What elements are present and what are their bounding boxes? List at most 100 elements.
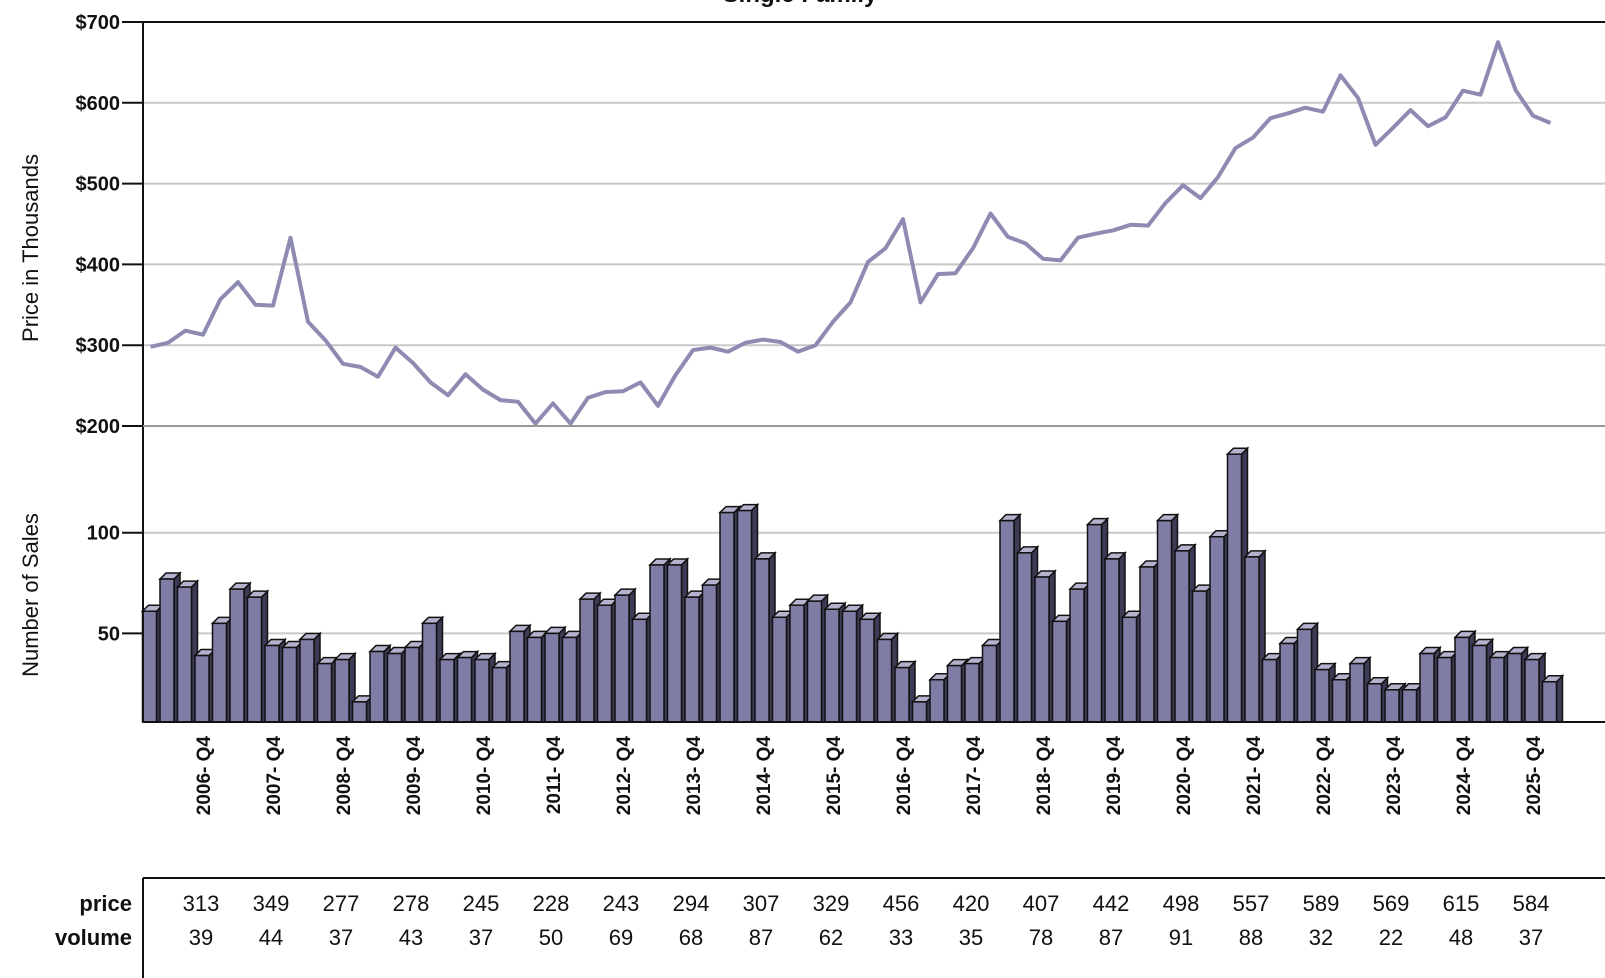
bar xyxy=(876,638,893,723)
table-cell: 420 xyxy=(953,891,990,916)
table-cell: 35 xyxy=(959,925,983,950)
bar xyxy=(1454,636,1470,723)
bar-side xyxy=(1555,673,1564,723)
bar xyxy=(1016,552,1033,723)
bar xyxy=(1541,680,1558,723)
table-cell: 589 xyxy=(1303,891,1340,916)
y-tick-label: $300 xyxy=(76,335,121,357)
table-cell: 78 xyxy=(1029,925,1053,950)
table-cell: 307 xyxy=(743,891,780,916)
table-cell: 22 xyxy=(1379,925,1403,950)
label-layer: $200 $300 $400 $500 $600 $700 50 100 2006- Q4 200… xyxy=(55,12,1549,950)
y-tick-label: $200 xyxy=(76,416,121,438)
x-tick-label: 2009- Q4 xyxy=(404,736,425,816)
bar xyxy=(806,600,823,723)
bar xyxy=(491,666,508,723)
x-tick-label: 2014- Q4 xyxy=(754,736,775,816)
x-tick-label: 2025- Q4 xyxy=(1524,736,1545,816)
x-tick-label: 2010- Q4 xyxy=(474,736,495,816)
bar xyxy=(1349,662,1365,723)
table-cell: 329 xyxy=(813,891,850,916)
table-cell: 69 xyxy=(609,925,633,950)
x-tick-label: 2006- Q4 xyxy=(194,736,215,816)
table-cell: 584 xyxy=(1513,891,1550,916)
table-cell: 43 xyxy=(399,925,423,950)
bar xyxy=(1209,535,1225,723)
bar xyxy=(1174,550,1190,723)
table-cell: 569 xyxy=(1373,891,1410,916)
x-tick-label: 2018- Q4 xyxy=(1034,736,1055,816)
x-tick-label: 2024- Q4 xyxy=(1454,736,1475,816)
x-tick-label: 2020- Q4 xyxy=(1174,736,1195,816)
bar xyxy=(141,610,158,723)
bar xyxy=(369,650,385,723)
table-cell: 277 xyxy=(323,891,360,916)
bar xyxy=(1191,590,1208,723)
table-cell: 48 xyxy=(1449,925,1473,950)
bar xyxy=(1086,523,1103,723)
table-cell: 50 xyxy=(539,925,563,950)
bar xyxy=(631,618,648,723)
table-cell: 87 xyxy=(1099,925,1123,950)
y-tick-label: $700 xyxy=(76,12,121,34)
bar xyxy=(1314,668,1330,723)
table-cell: 33 xyxy=(889,925,913,950)
y2-axis-title: Number of Sales xyxy=(18,513,43,677)
bar xyxy=(1139,566,1155,723)
table-cell: 228 xyxy=(533,891,570,916)
table-cell: 615 xyxy=(1443,891,1480,916)
bar xyxy=(211,622,228,723)
bar xyxy=(1244,556,1260,723)
bar xyxy=(1436,656,1453,723)
bar xyxy=(1104,558,1120,723)
bar xyxy=(561,636,578,723)
bar xyxy=(334,658,350,723)
bar xyxy=(981,644,998,723)
bar xyxy=(754,558,770,723)
bar xyxy=(544,632,560,723)
x-tick-label: 2012- Q4 xyxy=(614,736,635,816)
x-tick-label: 2022- Q4 xyxy=(1314,736,1335,816)
table-cell: 278 xyxy=(393,891,430,916)
y-tick-label: $600 xyxy=(76,93,121,115)
bar xyxy=(579,598,595,723)
bar xyxy=(911,701,928,723)
table-cell: 294 xyxy=(673,891,710,916)
table-cell: 243 xyxy=(603,891,640,916)
bar xyxy=(509,630,525,723)
bar xyxy=(771,616,788,723)
bar xyxy=(1471,644,1488,723)
x-tick-label: 2008- Q4 xyxy=(334,736,355,816)
bar xyxy=(1051,620,1068,723)
table-cell: 32 xyxy=(1309,925,1333,950)
table-cell: 37 xyxy=(469,925,493,950)
bar xyxy=(1069,588,1085,723)
bar xyxy=(824,608,840,723)
bar xyxy=(526,636,543,723)
line-layer xyxy=(150,40,1552,426)
bar xyxy=(999,519,1015,723)
table-cell: 87 xyxy=(749,925,773,950)
bar xyxy=(719,511,735,723)
table-cell: 62 xyxy=(819,925,843,950)
bar xyxy=(736,509,753,723)
bar xyxy=(649,564,665,723)
bar xyxy=(1279,642,1295,723)
bar xyxy=(859,618,875,723)
bar xyxy=(1156,519,1173,723)
bar xyxy=(229,588,245,723)
chart-title: Single Family xyxy=(723,0,878,8)
bar xyxy=(1366,682,1383,723)
bar xyxy=(1506,652,1523,723)
bar xyxy=(159,578,175,723)
y-tick-label: $400 xyxy=(76,254,121,276)
bar xyxy=(1121,616,1138,723)
bar xyxy=(316,662,333,723)
bar xyxy=(281,646,298,723)
x-tick-label: 2017- Q4 xyxy=(964,736,985,816)
price-line xyxy=(150,40,1552,426)
x-tick-label: 2016- Q4 xyxy=(894,736,915,816)
y-axis-title: Price in Thousands xyxy=(18,154,43,342)
bar xyxy=(264,644,280,723)
table-cell: 456 xyxy=(883,891,920,916)
